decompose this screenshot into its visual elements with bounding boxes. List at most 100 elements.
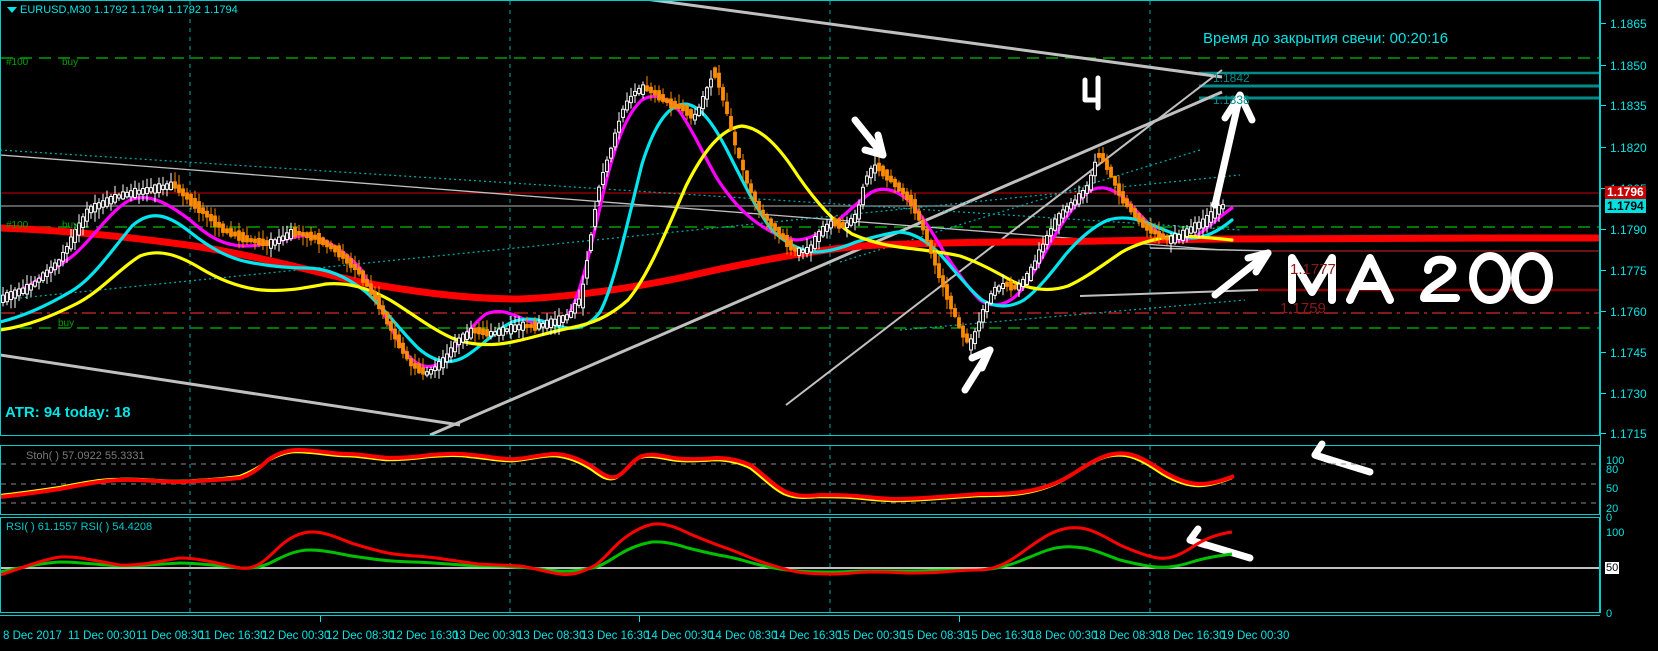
candle-body	[421, 367, 425, 375]
price-axis-label: 1.1715	[1610, 427, 1647, 441]
order-id-mid: #100	[6, 220, 29, 231]
rsi-axis-label: 0	[1606, 608, 1613, 620]
candle-body	[549, 318, 553, 329]
candle-body	[1109, 166, 1113, 178]
candle-body	[1221, 204, 1225, 210]
candle-body	[977, 321, 981, 332]
price-axis[interactable]: 1.18651.18501.18351.18201.18051.17901.17…	[1601, 0, 1658, 620]
order-side-low: buy	[58, 318, 75, 329]
candle-body	[1209, 211, 1213, 223]
candle-body	[633, 90, 637, 97]
candle-body	[121, 191, 125, 200]
candle-body	[317, 233, 321, 245]
candle-body	[353, 264, 357, 270]
candle-body	[1001, 282, 1005, 290]
candle-body	[157, 183, 161, 194]
candle-body	[37, 277, 41, 283]
candle-body	[409, 358, 413, 367]
candle-body	[161, 184, 165, 191]
candle-body	[505, 328, 509, 333]
candle-body	[617, 120, 621, 133]
price-tick-mark	[1601, 311, 1606, 312]
rsi-50-box: 50	[1605, 562, 1620, 574]
candle-body	[465, 331, 469, 340]
candle-body	[217, 221, 221, 228]
candle-body	[785, 234, 789, 248]
candle-body	[1013, 284, 1017, 290]
candle-body	[585, 260, 589, 279]
candle-body	[1189, 226, 1193, 234]
candle-body	[821, 225, 825, 237]
candle-body	[385, 311, 389, 325]
candle-body	[1193, 222, 1197, 233]
price-tick-mark	[1601, 229, 1606, 230]
price-tag-4: 1.1759	[1280, 300, 1326, 317]
candle-body	[197, 201, 201, 213]
time-axis-label: 15 Dec 16:30	[965, 630, 1034, 642]
time-axis-label: 19 Dec 00:30	[1221, 630, 1290, 642]
price-axis-label: 1.1850	[1610, 59, 1647, 73]
candle-body	[869, 167, 873, 179]
candle-body	[881, 165, 885, 177]
ma-200-handwriting	[1288, 252, 1553, 304]
candle-body	[757, 200, 761, 211]
candle-body	[993, 286, 997, 296]
triangle-down-icon[interactable]	[7, 7, 17, 13]
candle-body	[41, 272, 45, 282]
candle-body	[473, 327, 477, 334]
candle-body	[541, 322, 545, 328]
symbol-title: EURUSD,M30 1.1792 1.1794 1.1792 1.1794	[20, 4, 238, 16]
candle-body	[1097, 152, 1101, 158]
candle-body	[293, 226, 297, 238]
time-axis-label: 14 Dec 00:30	[645, 630, 714, 642]
candle-body	[545, 319, 549, 329]
candle-body	[645, 85, 649, 92]
candle-body	[341, 251, 345, 259]
time-axis[interactable]: 8 Dec 2017 11 Dec 00:30 11 Dec 08:30 11 Dec…	[0, 613, 1658, 651]
candle-body	[885, 169, 889, 181]
candle-body	[985, 302, 989, 313]
candle-body	[1205, 214, 1209, 228]
candle-body	[381, 305, 385, 315]
candle-body	[877, 162, 881, 172]
candle-body	[1133, 208, 1137, 219]
candle-body	[805, 246, 809, 255]
price-tick-mark	[1601, 105, 1606, 106]
candle-body	[801, 249, 805, 253]
candle-body	[57, 259, 61, 267]
time-axis-label: 15 Dec 00:30	[837, 630, 906, 642]
candle-body	[145, 187, 149, 195]
candle-body	[833, 218, 837, 227]
candle-body	[581, 283, 585, 309]
candle-body	[189, 193, 193, 206]
candle-body	[461, 333, 465, 343]
candle-body	[229, 228, 233, 237]
candle-body	[429, 368, 433, 375]
stoch-axis-label: 80	[1606, 464, 1619, 476]
candle-body	[737, 147, 741, 159]
candle-body	[313, 234, 317, 240]
candle-body	[449, 347, 453, 358]
candle-body	[169, 181, 173, 191]
price-tick-mark	[1601, 188, 1606, 189]
candle-body	[389, 321, 393, 331]
candle-body	[605, 159, 609, 173]
candle-body	[1093, 161, 1097, 177]
price-axis-divider	[1600, 0, 1601, 613]
candle-body	[893, 178, 897, 188]
candle-body	[393, 328, 397, 340]
candle-body	[501, 326, 505, 336]
price-axis-label: 1.1775	[1610, 264, 1647, 278]
candle-body	[825, 223, 829, 232]
candle-body	[1085, 185, 1089, 194]
candle-body	[269, 238, 273, 249]
candle-body	[1121, 191, 1125, 204]
price-tick-mark	[1601, 65, 1606, 66]
candle-body	[733, 131, 737, 146]
candle-body	[441, 357, 445, 369]
candle-body	[837, 218, 841, 229]
order-side-mid: buy	[62, 220, 79, 231]
candle-body	[637, 87, 641, 95]
candle-body	[901, 187, 905, 195]
